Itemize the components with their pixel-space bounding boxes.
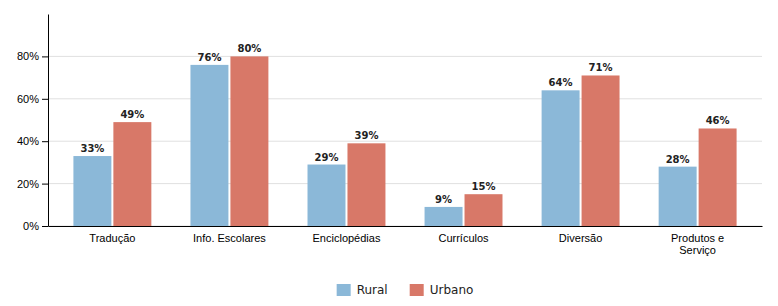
- data-label-series: 49% 80% 39% 15% 71% 46%: [120, 43, 729, 192]
- y-tick: 40%: [17, 135, 48, 147]
- data-label: 71%: [589, 62, 613, 73]
- y-tick-mark: [42, 99, 48, 100]
- data-labels: 33% 76% 29% 9% 64% 28% 49% 80% 39% 15% 71% 46%: [80, 43, 729, 205]
- x-tick-label-line: Serviço: [679, 244, 716, 256]
- data-label: 39%: [354, 130, 378, 141]
- bar: [542, 90, 580, 226]
- y-tick-label: 80%: [17, 50, 39, 62]
- data-label: 15%: [472, 181, 496, 192]
- data-label: 33%: [80, 143, 104, 154]
- bar: [113, 122, 151, 226]
- x-tick: Currículos: [438, 232, 489, 244]
- plot: 33% 76% 29% 9% 64% 28% 49% 80% 39% 15% 71% 46% 0% 20%…: [17, 15, 763, 256]
- y-tick-label: 40%: [17, 135, 39, 147]
- y-tick-label: 60%: [17, 93, 39, 105]
- legend-label: Rural: [357, 283, 388, 297]
- bar: [582, 75, 620, 226]
- bar: [425, 207, 463, 226]
- bar-series: [113, 56, 736, 226]
- data-label: 46%: [706, 115, 730, 126]
- x-tick: Enciclopédias: [313, 232, 381, 244]
- y-tick: 0%: [23, 220, 48, 232]
- y-tick-mark: [42, 56, 48, 57]
- data-label: 64%: [549, 77, 573, 88]
- grid: [48, 56, 762, 226]
- x-tick-label-line: Diversão: [559, 232, 602, 244]
- data-label: 9%: [435, 194, 452, 205]
- grid-line: [48, 98, 762, 99]
- bar: [230, 56, 268, 226]
- grid-line: [48, 226, 762, 227]
- data-label-series: 33% 76% 29% 9% 64% 28%: [80, 52, 689, 205]
- x-tick-label: Currículos: [438, 232, 489, 244]
- data-label: 49%: [120, 109, 144, 120]
- x-tick-label: Diversão: [559, 232, 602, 244]
- legend-swatch: [337, 284, 351, 296]
- grid-line: [48, 141, 762, 142]
- bar: [73, 156, 111, 226]
- y-tick: 80%: [17, 50, 48, 62]
- data-label: 76%: [197, 52, 221, 63]
- x-axis: Tradução Info. Escolares Enciclopédias Curr…: [49, 227, 763, 256]
- data-label: 29%: [315, 152, 339, 163]
- legend-item: Rural: [337, 283, 388, 297]
- bar-series: [73, 65, 696, 226]
- legend-swatch: [410, 284, 424, 296]
- y-tick: 60%: [17, 93, 48, 105]
- x-tick-label-line: Info. Escolares: [193, 232, 266, 244]
- y-tick-mark: [42, 141, 48, 142]
- x-tick-label: Enciclopédias: [313, 232, 381, 244]
- y-tick-label: 0%: [23, 220, 39, 232]
- x-tick: Produtos eServiço: [671, 232, 724, 256]
- legend: Rural Urbano: [337, 283, 474, 297]
- x-tick-label-line: Currículos: [438, 232, 489, 244]
- legend-item: Urbano: [410, 283, 474, 297]
- x-tick-label: Info. Escolares: [193, 232, 266, 244]
- bar: [190, 65, 228, 226]
- x-tick-label-line: Produtos e: [671, 232, 724, 244]
- y-axis-line: [48, 15, 49, 227]
- x-tick-label-line: Tradução: [89, 232, 135, 244]
- y-tick-mark: [42, 226, 48, 227]
- y-tick: 20%: [17, 178, 48, 190]
- x-tick: Diversão: [559, 232, 602, 244]
- y-axis: 0% 20% 40% 60% 80%: [17, 15, 49, 233]
- x-tick: Tradução: [89, 232, 135, 244]
- x-tick-label: Tradução: [89, 232, 135, 244]
- data-label: 28%: [666, 154, 690, 165]
- grid-line: [48, 183, 762, 184]
- bar: [659, 167, 697, 226]
- x-tick-label: Produtos eServiço: [671, 232, 724, 256]
- bar: [308, 165, 346, 226]
- x-axis-line: [49, 226, 763, 227]
- bar: [699, 128, 737, 226]
- y-tick-mark: [42, 184, 48, 185]
- bar: [347, 143, 385, 226]
- data-label: 80%: [237, 43, 261, 54]
- chart: 33% 76% 29% 9% 64% 28% 49% 80% 39% 15% 71% 46% 0% 20%…: [0, 0, 778, 306]
- bar: [465, 194, 503, 226]
- bars: [73, 56, 736, 226]
- y-tick-label: 20%: [17, 178, 39, 190]
- x-tick-label-line: Enciclopédias: [313, 232, 381, 244]
- x-tick: Info. Escolares: [193, 232, 266, 244]
- legend-label: Urbano: [430, 283, 474, 297]
- grid-line: [48, 56, 762, 57]
